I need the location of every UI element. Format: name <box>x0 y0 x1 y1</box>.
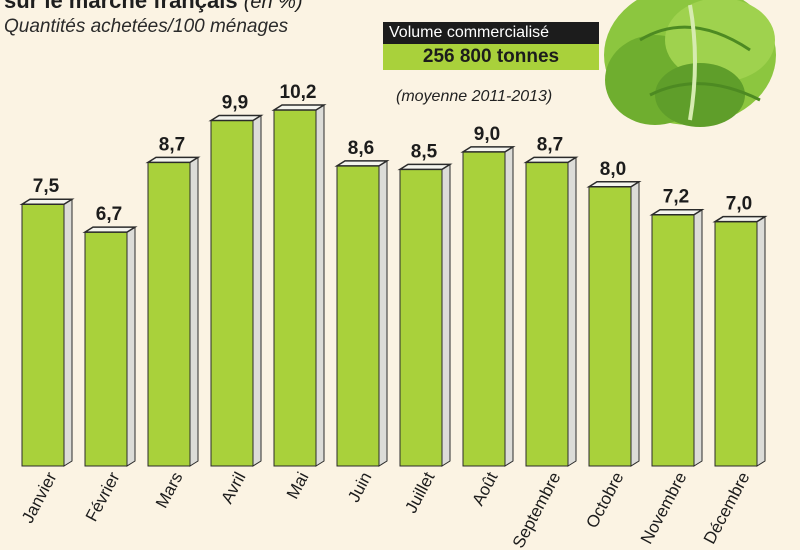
bar-octobre <box>586 180 642 467</box>
value-label: 6,7 <box>96 204 122 225</box>
bar-novembre <box>649 208 705 467</box>
bar-front <box>147 161 191 467</box>
bar-side <box>126 226 136 467</box>
bar-side <box>189 156 199 467</box>
value-label: 8,5 <box>411 141 438 162</box>
month-label: Juillet <box>401 469 438 517</box>
bar-juillet <box>397 163 453 467</box>
month-label: Août <box>468 469 501 509</box>
lettuce-illustration <box>604 0 776 127</box>
month-label: Mars <box>152 469 187 511</box>
bar-front <box>462 151 506 467</box>
bar-front <box>336 165 380 467</box>
bar-side <box>630 180 640 467</box>
value-label: 7,2 <box>663 187 689 208</box>
value-label: 9,0 <box>474 124 500 145</box>
bar-side <box>756 215 766 467</box>
bar-front <box>210 119 254 467</box>
bar-juin <box>334 159 390 467</box>
bar-front <box>84 231 128 467</box>
chart-subtitle: Quantités achetées/100 ménages <box>4 16 289 37</box>
value-label: 8,0 <box>600 159 626 180</box>
bar-avril <box>208 114 264 467</box>
bar-mai <box>271 104 327 467</box>
value-label: 8,6 <box>348 138 374 159</box>
bar-février <box>82 226 138 467</box>
bar-top <box>271 104 327 111</box>
bar-top <box>586 181 642 188</box>
bar-front <box>588 186 632 467</box>
value-label: 7,0 <box>726 194 752 215</box>
month-label: Janvier <box>18 469 61 527</box>
volume-value: 256 800 tonnes <box>383 44 599 70</box>
month-label: Juin <box>344 469 375 505</box>
bar-top <box>208 114 264 122</box>
month-label: Décembre <box>700 469 754 547</box>
volume-badge: Volume commercialisé 256 800 tonnes <box>383 22 599 70</box>
bar-front <box>714 221 758 467</box>
bar-side <box>63 198 73 467</box>
bar-septembre <box>523 156 579 467</box>
bar-août <box>460 145 516 467</box>
bar-top <box>649 208 705 216</box>
bar-mars <box>145 156 201 467</box>
bar-side <box>252 114 262 467</box>
chart-title-unit: (en %) <box>243 0 303 13</box>
chart-title-text: sur le marché français <box>4 0 238 13</box>
bar-side <box>315 104 325 467</box>
bar-top <box>397 163 453 171</box>
chart-title: sur le marché français (en %) <box>4 0 303 14</box>
value-label: 8,7 <box>537 134 563 155</box>
bar-janvier <box>19 198 75 467</box>
bar-front <box>651 214 695 467</box>
month-label: Février <box>82 469 124 525</box>
value-label: 7,5 <box>33 176 60 197</box>
bar-top <box>82 226 138 233</box>
bar-top <box>712 215 768 223</box>
volume-label: Volume commercialisé <box>383 22 599 44</box>
bar-side <box>441 163 451 467</box>
bar-side <box>378 159 388 467</box>
bar-front <box>525 161 569 467</box>
bar-side <box>567 156 577 467</box>
bar-front <box>21 203 65 467</box>
value-label: 10,2 <box>280 82 317 103</box>
bar-top <box>145 156 201 164</box>
bar-front <box>399 168 443 467</box>
bar-top <box>460 146 516 153</box>
volume-period: (moyenne 2011-2013) <box>396 88 553 105</box>
value-label: 9,9 <box>222 92 248 113</box>
value-label: 8,7 <box>159 134 185 155</box>
month-label: Septembre <box>509 469 565 550</box>
month-label: Octobre <box>582 469 627 531</box>
bar-side <box>504 145 514 467</box>
month-label: Avril <box>217 469 249 507</box>
bar-décembre <box>712 215 768 467</box>
bar-top <box>19 198 75 205</box>
bar-top <box>334 160 390 167</box>
bar-front <box>273 109 317 467</box>
bar-side <box>693 208 703 467</box>
month-label: Novembre <box>637 469 691 547</box>
month-label: Mai <box>283 469 313 502</box>
bar-top <box>523 156 579 164</box>
